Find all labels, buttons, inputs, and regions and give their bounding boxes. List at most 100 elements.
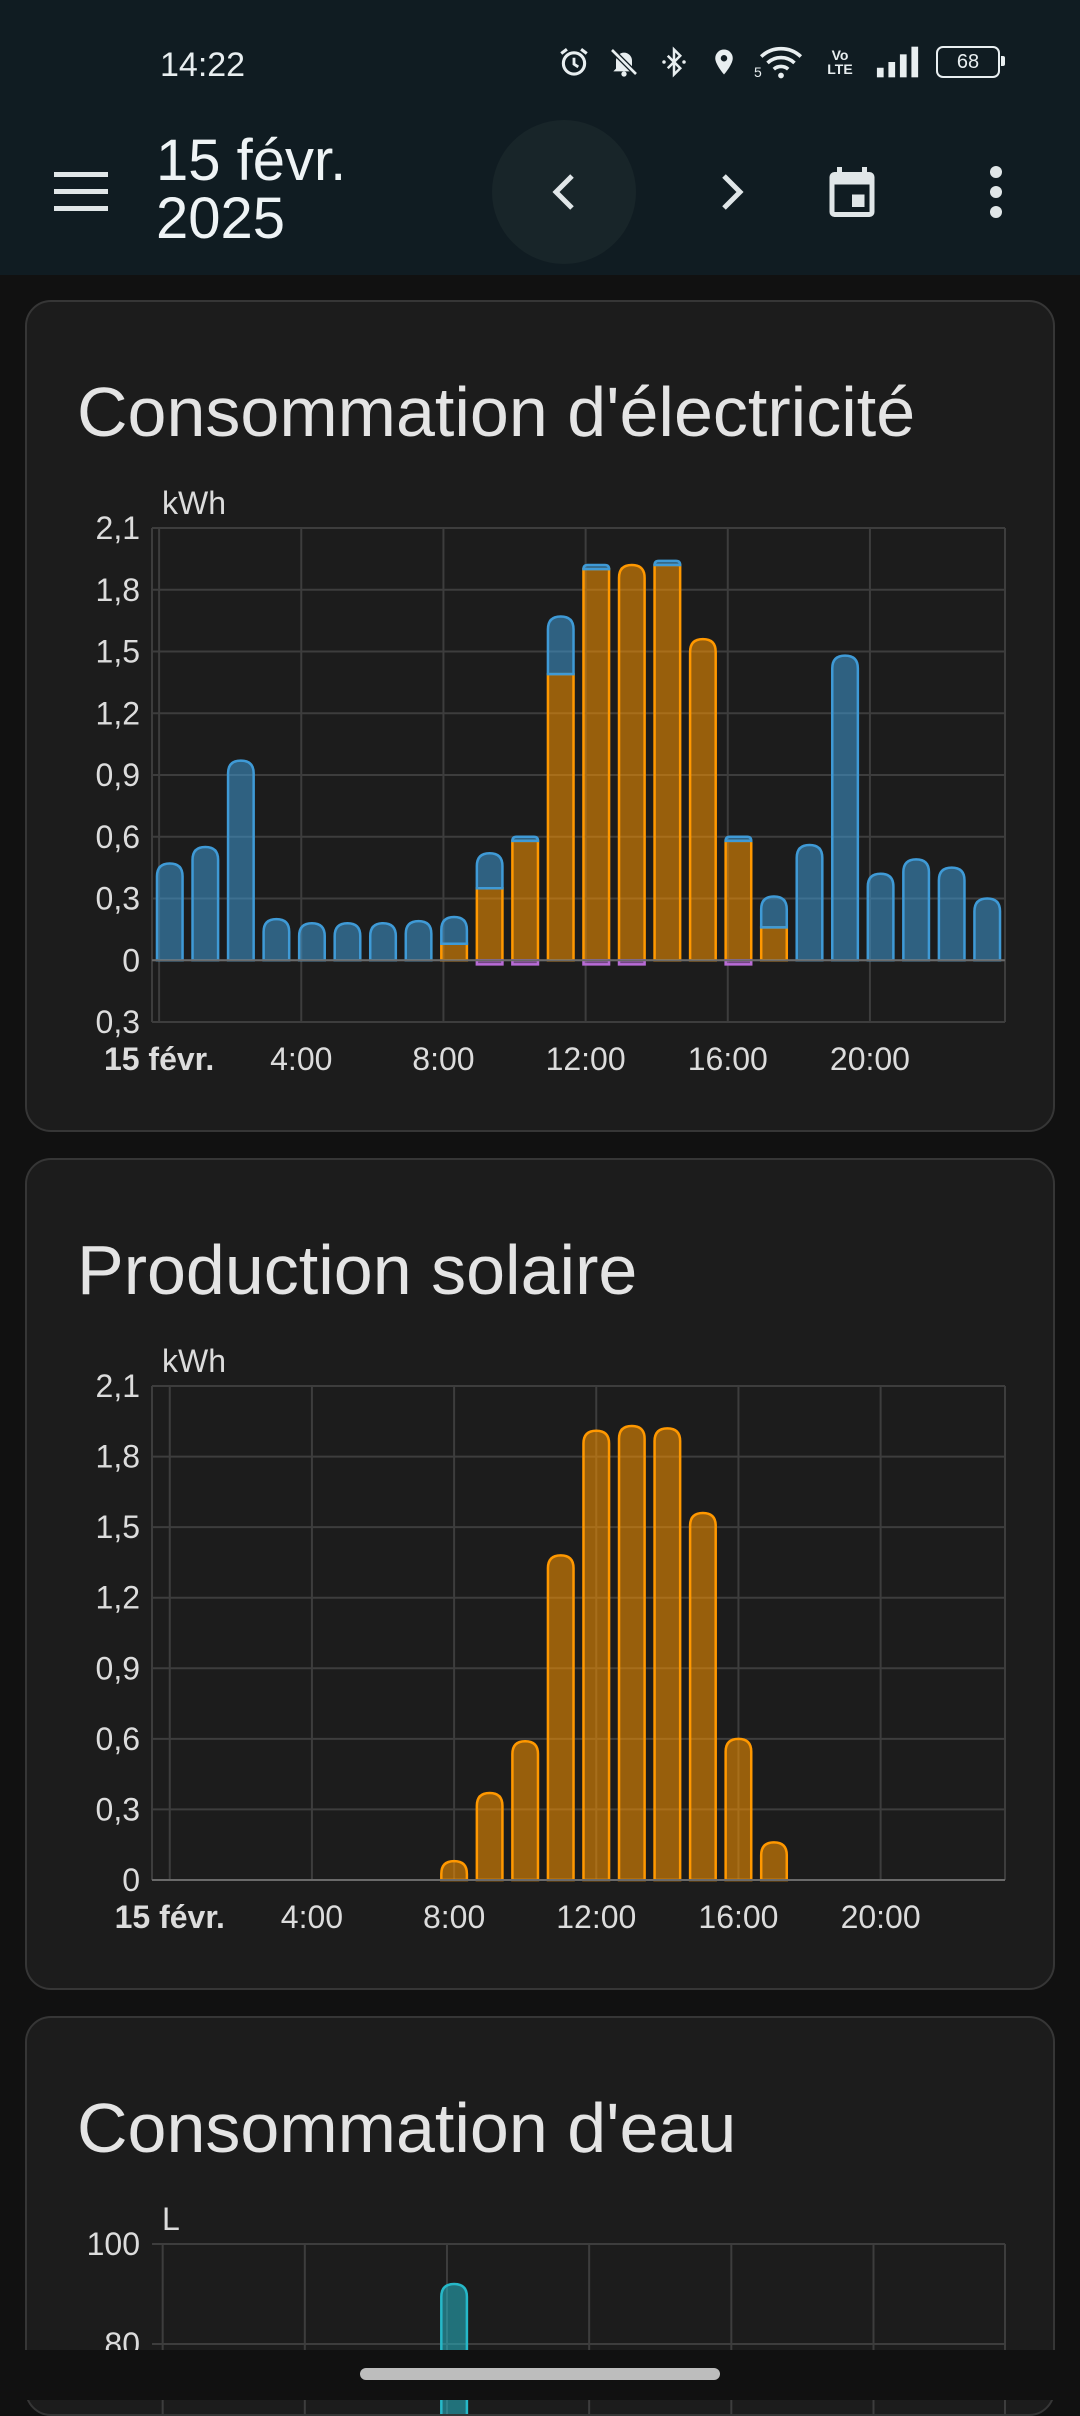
bar-segment[interactable]: [582, 1429, 611, 1882]
card-water-consumption: Consommation d'eau 100 80 L: [25, 2016, 1055, 2416]
alarm-icon: [556, 44, 592, 80]
y-tick-label: 0,3: [96, 881, 140, 917]
calendar-icon: [829, 167, 875, 217]
bar-segment[interactable]: [511, 835, 540, 843]
bar-segment[interactable]: [511, 839, 540, 962]
bar-segment[interactable]: [973, 897, 1002, 962]
bar-segment[interactable]: [368, 921, 398, 962]
bar-segment[interactable]: [475, 886, 504, 962]
x-tick-label: 16:00: [698, 1899, 778, 1935]
volte-icon: Vo LTE: [820, 44, 860, 80]
x-tick-label: 8:00: [412, 1041, 474, 1077]
bar-segment[interactable]: [404, 919, 433, 962]
bar-segment[interactable]: [440, 915, 469, 946]
y-tick-label: 1,8: [96, 572, 140, 608]
bar-segment[interactable]: [653, 563, 682, 962]
y-tick-label: 0,3: [96, 1791, 140, 1827]
bar-segment[interactable]: [688, 637, 717, 962]
signal-icon: [874, 44, 922, 80]
bar-segment[interactable]: [440, 942, 469, 962]
bar-segment[interactable]: [475, 1791, 504, 1882]
bar-segment[interactable]: [297, 921, 326, 962]
next-day-button[interactable]: [660, 120, 804, 264]
chevron-right-icon: [722, 174, 744, 210]
card-title: Production solaire: [77, 1231, 638, 1309]
bell-off-icon: [606, 44, 642, 80]
y-tick-label: 1,8: [96, 1439, 140, 1475]
unit-label: L: [162, 2201, 180, 2237]
calendar-button[interactable]: [810, 150, 894, 234]
bar-segment[interactable]: [758, 924, 789, 962]
volte-label: Vo LTE: [827, 47, 853, 77]
x-tick-label: 20:00: [830, 1041, 910, 1077]
y-tick-label: 1,2: [96, 1580, 140, 1616]
status-bar: 14:22 5 Vo LTE 68: [0, 0, 1080, 130]
bar-segment[interactable]: [546, 672, 575, 962]
card-title: Consommation d'électricité: [77, 373, 916, 451]
y-tick-label: 1,5: [96, 634, 140, 670]
bar-segment[interactable]: [724, 839, 753, 962]
x-tick-label: 12:00: [546, 1041, 626, 1077]
bar-segment[interactable]: [546, 1554, 575, 1882]
bar-segment[interactable]: [582, 563, 611, 571]
status-icons: 5 Vo LTE 68: [556, 44, 1005, 80]
grid-lines: [152, 1385, 1005, 1881]
bar-segment[interactable]: [688, 1511, 717, 1882]
previous-day-button[interactable]: [492, 120, 636, 264]
chevron-left-icon: [552, 174, 574, 210]
y-tick-label: 0,9: [96, 757, 140, 793]
x-tick-label: 4:00: [281, 1899, 343, 1935]
bar-segment[interactable]: [475, 851, 504, 890]
x-tick-label: 16:00: [688, 1041, 768, 1077]
x-tick-label: 20:00: [841, 1899, 921, 1935]
bar-segment[interactable]: [724, 835, 753, 843]
more-vert-icon: [990, 166, 1002, 218]
card-solar-production: Production solaire 2,1 1,8 1,5 1,2 0,9 0,6 0,3…: [25, 1158, 1055, 1990]
y-tick-label: 1,2: [96, 695, 140, 731]
y-tick-label: 0: [122, 1862, 140, 1898]
x-tick-label: 15 févr.: [104, 1041, 214, 1077]
bar-segment[interactable]: [155, 862, 184, 962]
bar-segment[interactable]: [511, 1739, 540, 1882]
y-tick-label: 0,9: [96, 1650, 140, 1686]
solar-production-chart: 2,1 1,8 1,5 1,2 0,9 0,6 0,3 0 kWh 15 févr. 4:00 8:0…: [96, 1343, 1006, 1935]
y-tick-label: 0: [122, 942, 140, 978]
bar-segment[interactable]: [724, 1737, 753, 1882]
bar-segment[interactable]: [191, 845, 220, 962]
bar-segment[interactable]: [617, 1424, 646, 1882]
y-tick-label: 1,5: [96, 1509, 140, 1545]
date-line-2: 2025: [156, 186, 286, 251]
bar-segment[interactable]: [759, 895, 789, 929]
bar-segment[interactable]: [759, 1841, 789, 1882]
bar-segment[interactable]: [582, 567, 611, 962]
y-tick-label: 0,6: [96, 1721, 140, 1757]
y-tick-label: 2,1: [96, 510, 140, 546]
gesture-handle[interactable]: [360, 2368, 720, 2380]
bar-segment[interactable]: [831, 654, 860, 962]
bar-segment[interactable]: [795, 843, 824, 962]
bar-segment[interactable]: [866, 872, 895, 962]
bar-segment[interactable]: [546, 615, 575, 676]
bar-segment[interactable]: [937, 866, 966, 962]
electricity-consumption-chart: 2,1 1,8 1,5 1,2 0,9 0,6 0,3 0 0,3 kWh 15 févr. 4:00…: [96, 485, 1006, 1077]
bar-segment[interactable]: [617, 563, 646, 962]
bar-segment[interactable]: [902, 858, 931, 962]
x-tick-label: 4:00: [270, 1041, 332, 1077]
bar-segment[interactable]: [333, 921, 362, 962]
page-title: 15 févr. 2025: [156, 132, 436, 248]
bar-segment[interactable]: [440, 1859, 469, 1882]
y-tick-label: 2,1: [96, 1368, 140, 1404]
x-tick-label: 8:00: [423, 1899, 485, 1935]
status-time: 14:22: [160, 46, 246, 84]
x-tick-label: 15 févr.: [115, 1899, 225, 1935]
grid-lines: [152, 2243, 1005, 2345]
bar-segment[interactable]: [226, 759, 255, 962]
bar-segment[interactable]: [653, 1427, 682, 1882]
bar-segment[interactable]: [262, 917, 291, 962]
y-tick-label: 0,6: [96, 819, 140, 855]
card-title: Consommation d'eau: [77, 2089, 737, 2167]
more-options-button[interactable]: [966, 150, 1026, 234]
menu-icon[interactable]: [52, 170, 110, 214]
app-bar: 15 févr. 2025: [0, 110, 1080, 275]
bar-segment[interactable]: [653, 559, 682, 567]
